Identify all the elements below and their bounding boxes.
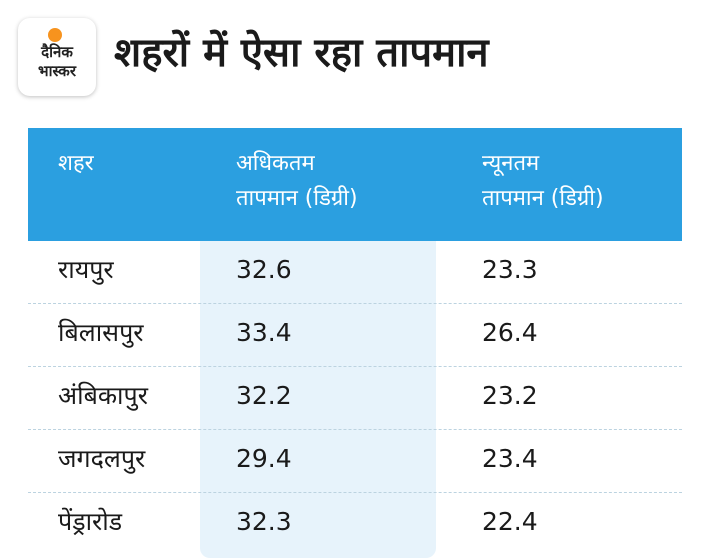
max-temp-cell: 33.4	[236, 318, 292, 347]
header-max-temp: अधिकतम तापमान (डिग्री)	[236, 151, 358, 211]
table-row: बिलासपुर 33.4 26.4	[28, 304, 682, 367]
max-temp-cell: 32.2	[236, 381, 292, 410]
city-cell: पेंड्रारोड	[58, 507, 123, 536]
min-temp-cell: 23.4	[482, 444, 538, 473]
sun-icon	[48, 28, 62, 42]
city-cell: रायपुर	[58, 255, 114, 284]
min-temp-cell: 22.4	[482, 507, 538, 536]
header-city: शहर	[58, 151, 94, 176]
table-header: शहर अधिकतम तापमान (डिग्री) न्यूनतम तापमा…	[28, 128, 682, 241]
city-cell: बिलासपुर	[58, 318, 144, 347]
max-column-highlight	[200, 241, 436, 558]
city-cell: जगदलपुर	[58, 444, 146, 473]
max-temp-cell: 29.4	[236, 444, 292, 473]
max-temp-cell: 32.6	[236, 255, 292, 284]
min-temp-cell: 26.4	[482, 318, 538, 347]
table-row: अंबिकापुर 32.2 23.2	[28, 367, 682, 430]
min-temp-cell: 23.2	[482, 381, 538, 410]
page-title: शहरों में ऐसा रहा तापमान	[114, 30, 489, 76]
table-row: रायपुर 32.6 23.3	[28, 241, 682, 304]
max-temp-cell: 32.3	[236, 507, 292, 536]
dainik-bhaskar-logo: दैनिक भास्कर	[18, 18, 96, 96]
table-row: जगदलपुर 29.4 23.4	[28, 430, 682, 493]
temperature-table: शहर अधिकतम तापमान (डिग्री) न्यूनतम तापमा…	[28, 128, 682, 558]
logo-text-line1: दैनिक	[41, 43, 73, 61]
min-temp-cell: 23.3	[482, 255, 538, 284]
logo-text-line2: भास्कर	[38, 62, 76, 80]
header-min-temp: न्यूनतम तापमान (डिग्री)	[482, 151, 604, 211]
table-row: पेंड्रारोड 32.3 22.4	[28, 493, 682, 555]
city-cell: अंबिकापुर	[58, 381, 148, 410]
